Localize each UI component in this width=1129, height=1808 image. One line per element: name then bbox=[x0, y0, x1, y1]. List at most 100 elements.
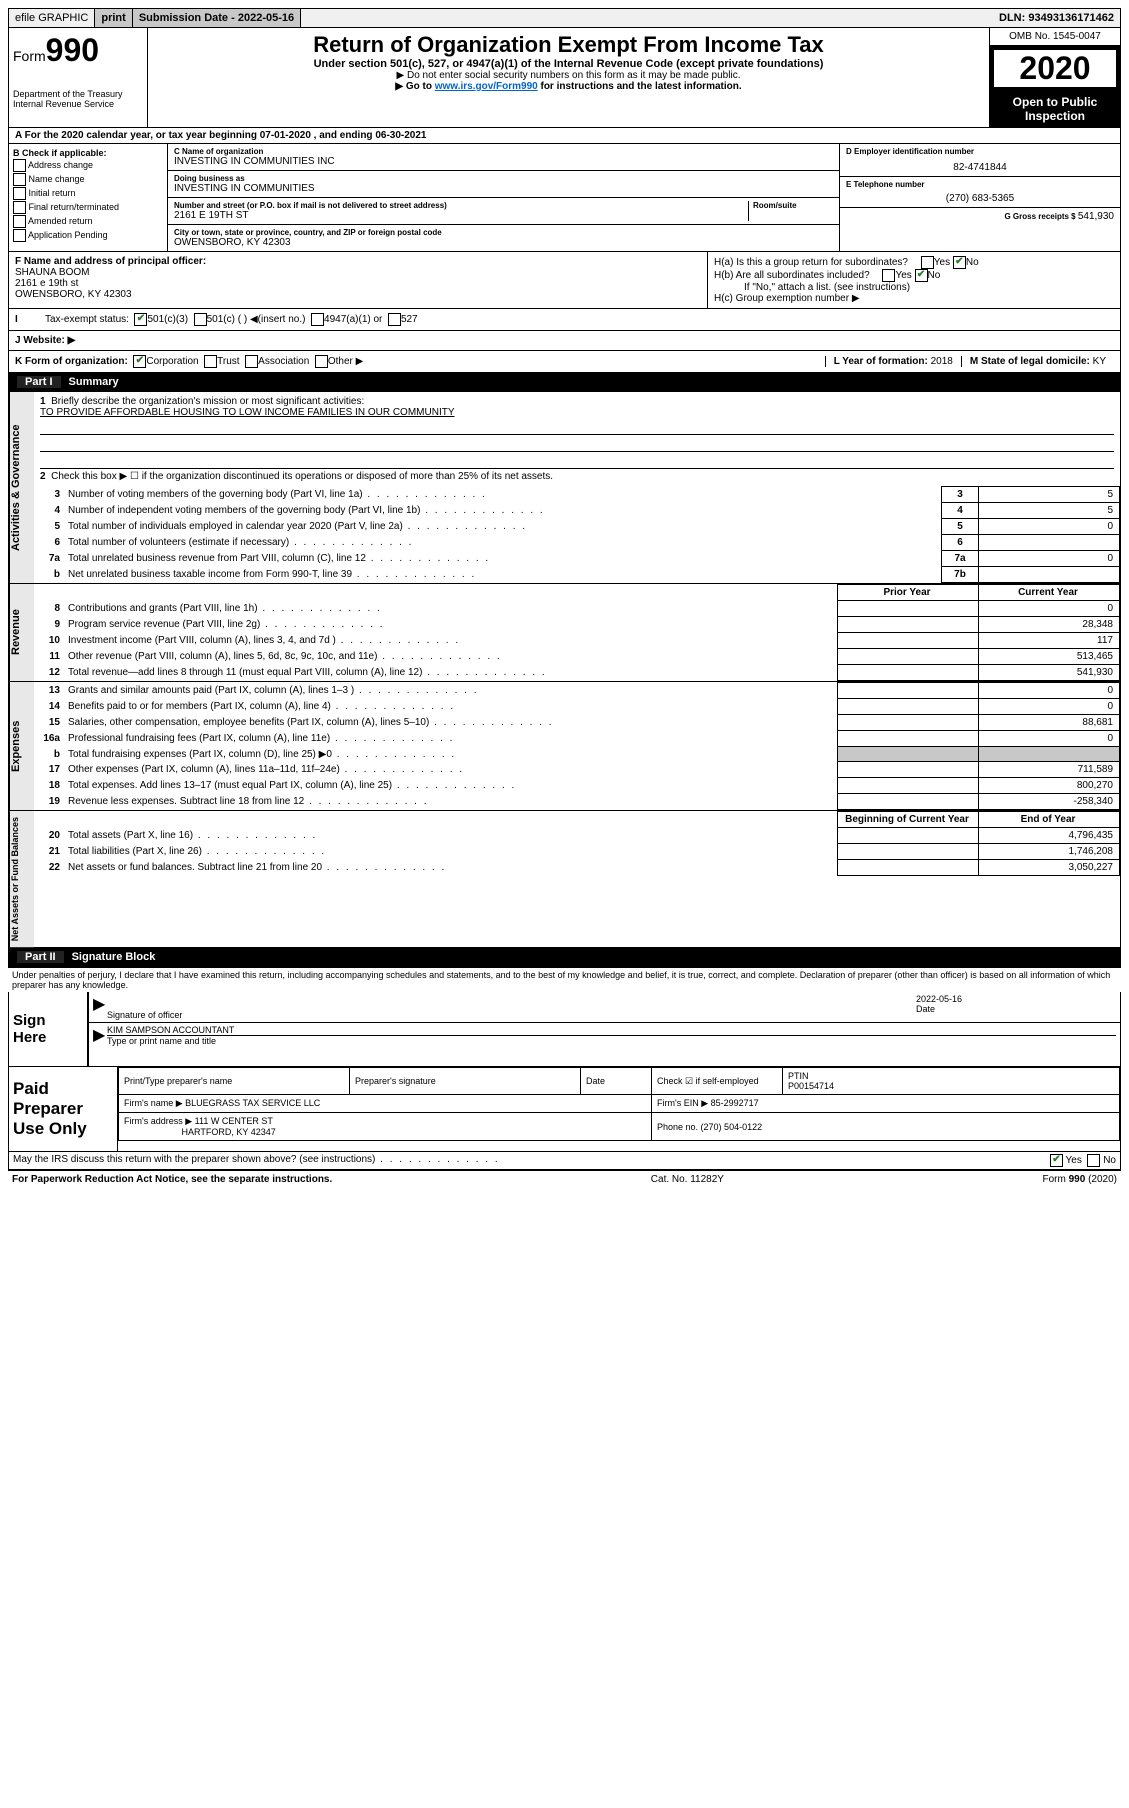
activities-governance-section: Activities & Governance 1 Briefly descri… bbox=[8, 392, 1121, 584]
table-revenue: Prior YearCurrent Year8Contributions and… bbox=[34, 584, 1120, 681]
cb-other[interactable] bbox=[315, 355, 328, 368]
form-identity: Form990 Department of the Treasury Inter… bbox=[9, 28, 148, 127]
org-name-label: C Name of organization bbox=[174, 147, 833, 156]
ein-value: 82-4741844 bbox=[846, 156, 1114, 173]
form-subtitle: Under section 501(c), 527, or 4947(a)(1)… bbox=[152, 58, 985, 70]
officer-name: SHAUNA BOOM bbox=[15, 267, 89, 278]
cb-final-return[interactable]: Final return/terminated bbox=[13, 201, 163, 214]
cb-name-change[interactable]: Name change bbox=[13, 173, 163, 186]
side-exp: Expenses bbox=[9, 682, 34, 810]
open-public: Open to Public Inspection bbox=[990, 91, 1120, 127]
expenses-section: Expenses 13Grants and similar amounts pa… bbox=[8, 682, 1121, 811]
paid-preparer-section: Paid Preparer Use Only Print/Type prepar… bbox=[8, 1067, 1121, 1152]
cb-discuss-yes[interactable] bbox=[1050, 1154, 1063, 1167]
row-j-website: J Website: ▶ bbox=[8, 331, 1121, 351]
cb-initial-return[interactable]: Initial return bbox=[13, 187, 163, 200]
cat-no: Cat. No. 11282Y bbox=[651, 1174, 724, 1185]
ein-label: D Employer identification number bbox=[846, 147, 1114, 156]
submission-date: Submission Date - 2022-05-16 bbox=[133, 9, 301, 27]
sig-officer-label: Signature of officer bbox=[107, 1010, 916, 1020]
line1-label: Briefly describe the organization's miss… bbox=[51, 396, 364, 407]
part2-header: Part II Signature Block bbox=[8, 948, 1121, 967]
irs-label: Internal Revenue Service bbox=[13, 99, 143, 109]
city-label: City or town, state or province, country… bbox=[174, 228, 833, 237]
cb-501c3[interactable] bbox=[134, 313, 147, 326]
officer-printed-name: KIM SAMPSON ACCOUNTANT bbox=[107, 1025, 1116, 1035]
cb-discuss-no[interactable] bbox=[1087, 1154, 1100, 1167]
gross-receipts-label: G Gross receipts $ bbox=[1004, 212, 1077, 221]
form-title-block: Return of Organization Exempt From Incom… bbox=[148, 28, 989, 127]
cb-501c[interactable] bbox=[194, 313, 207, 326]
cb-trust[interactable] bbox=[204, 355, 217, 368]
type-name-label: Type or print name and title bbox=[107, 1035, 1116, 1046]
cb-assoc[interactable] bbox=[245, 355, 258, 368]
instructions-link-line: ▶ Go to www.irs.gov/Form990 for instruct… bbox=[152, 81, 985, 92]
arrow-icon: ▶ bbox=[93, 994, 107, 1020]
sign-here-section: Sign Here ▶ Signature of officer 2022-05… bbox=[8, 992, 1121, 1067]
print-button[interactable]: print bbox=[95, 9, 132, 27]
org-name: INVESTING IN COMMUNITIES INC bbox=[174, 156, 833, 167]
box-d-e-g: D Employer identification number 82-4741… bbox=[839, 144, 1120, 251]
arrow-icon: ▶ bbox=[93, 1025, 107, 1046]
dba-label: Doing business as bbox=[174, 174, 833, 183]
box-h: H(a) Is this a group return for subordin… bbox=[707, 252, 1120, 308]
state-domicile: M State of legal domicile: KY bbox=[961, 356, 1114, 367]
box-f: F Name and address of principal officer:… bbox=[9, 252, 707, 308]
dln: DLN: 93493136171462 bbox=[993, 9, 1120, 27]
table-expenses: 13Grants and similar amounts paid (Part … bbox=[34, 682, 1120, 810]
ssn-note: ▶ Do not enter social security numbers o… bbox=[152, 70, 985, 81]
hb-note: If "No," attach a list. (see instruction… bbox=[714, 282, 1114, 293]
date-label: Date bbox=[916, 1004, 1116, 1014]
line2-text: Check this box ▶ ☐ if the organization d… bbox=[51, 471, 553, 482]
room-label: Room/suite bbox=[753, 201, 833, 210]
form-header: Form990 Department of the Treasury Inter… bbox=[8, 28, 1121, 128]
revenue-section: Revenue Prior YearCurrent Year8Contribut… bbox=[8, 584, 1121, 682]
part1-header: Part I Summary bbox=[8, 373, 1121, 392]
sig-date: 2022-05-16 bbox=[916, 994, 1116, 1004]
firm-address: Firm's address ▶ 111 W CENTER ST HARTFOR… bbox=[119, 1113, 652, 1141]
table-ag: 3Number of voting members of the governi… bbox=[34, 486, 1120, 583]
mission-text: TO PROVIDE AFFORDABLE HOUSING TO LOW INC… bbox=[40, 407, 455, 418]
officer-addr1: 2161 e 19th st bbox=[15, 278, 78, 289]
paperwork-notice: For Paperwork Reduction Act Notice, see … bbox=[12, 1174, 332, 1185]
row-k: K Form of organization: Corporation Trus… bbox=[8, 351, 1121, 373]
table-net-assets: Beginning of Current YearEnd of Year20To… bbox=[34, 811, 1120, 876]
officer-addr2: OWENSBORO, KY 42303 bbox=[15, 289, 132, 300]
prep-name-label: Print/Type preparer's name bbox=[119, 1068, 350, 1095]
cb-4947[interactable] bbox=[311, 313, 324, 326]
dba-value: INVESTING IN COMMUNITIES bbox=[174, 183, 833, 194]
cb-corp[interactable] bbox=[133, 355, 146, 368]
firm-ein: Firm's EIN ▶ 85-2992717 bbox=[652, 1095, 1120, 1113]
ptin-cell: PTINP00154714 bbox=[783, 1068, 1120, 1095]
paid-preparer-label: Paid Preparer Use Only bbox=[9, 1067, 118, 1151]
row-i: I Tax-exempt status: 501(c)(3) 501(c) ( … bbox=[8, 309, 1121, 331]
top-bar: efile GRAPHIC print Submission Date - 20… bbox=[8, 8, 1121, 28]
gross-receipts-value: 541,930 bbox=[1078, 211, 1114, 222]
row-a-tax-year: A For the 2020 calendar year, or tax yea… bbox=[8, 128, 1121, 144]
form-title: Return of Organization Exempt From Incom… bbox=[152, 32, 985, 58]
section-f-h: F Name and address of principal officer:… bbox=[8, 252, 1121, 309]
discuss-row: May the IRS discuss this return with the… bbox=[8, 1152, 1121, 1170]
side-rev: Revenue bbox=[9, 584, 34, 681]
sign-here-label: Sign Here bbox=[9, 992, 89, 1066]
preparer-table: Print/Type preparer's name Preparer's si… bbox=[118, 1067, 1120, 1141]
cb-amended[interactable]: Amended return bbox=[13, 215, 163, 228]
year-formation: L Year of formation: 2018 bbox=[825, 356, 961, 367]
footer-line: For Paperwork Reduction Act Notice, see … bbox=[8, 1170, 1121, 1188]
cb-address-change[interactable]: Address change bbox=[13, 159, 163, 172]
form-ref: Form 990 (2020) bbox=[1043, 1174, 1117, 1185]
dept-treasury: Department of the Treasury bbox=[13, 89, 143, 99]
tax-year: 2020 bbox=[990, 46, 1120, 91]
header-right: OMB No. 1545-0047 2020 Open to Public In… bbox=[989, 28, 1120, 127]
penalties-text: Under penalties of perjury, I declare th… bbox=[8, 967, 1121, 992]
irs-link[interactable]: www.irs.gov/Form990 bbox=[435, 81, 538, 92]
firm-name: Firm's name ▶ BLUEGRASS TAX SERVICE LLC bbox=[119, 1095, 652, 1113]
street-address: 2161 E 19TH ST bbox=[174, 210, 748, 221]
cb-527[interactable] bbox=[388, 313, 401, 326]
firm-phone: Phone no. (270) 504-0122 bbox=[652, 1113, 1120, 1141]
section-b-through-g: B Check if applicable: Address change Na… bbox=[8, 144, 1121, 252]
side-na: Net Assets or Fund Balances bbox=[9, 811, 34, 947]
net-assets-section: Net Assets or Fund Balances Beginning of… bbox=[8, 811, 1121, 948]
cb-pending[interactable]: Application Pending bbox=[13, 229, 163, 242]
self-employed-check[interactable]: Check ☑ if self-employed bbox=[652, 1068, 783, 1095]
